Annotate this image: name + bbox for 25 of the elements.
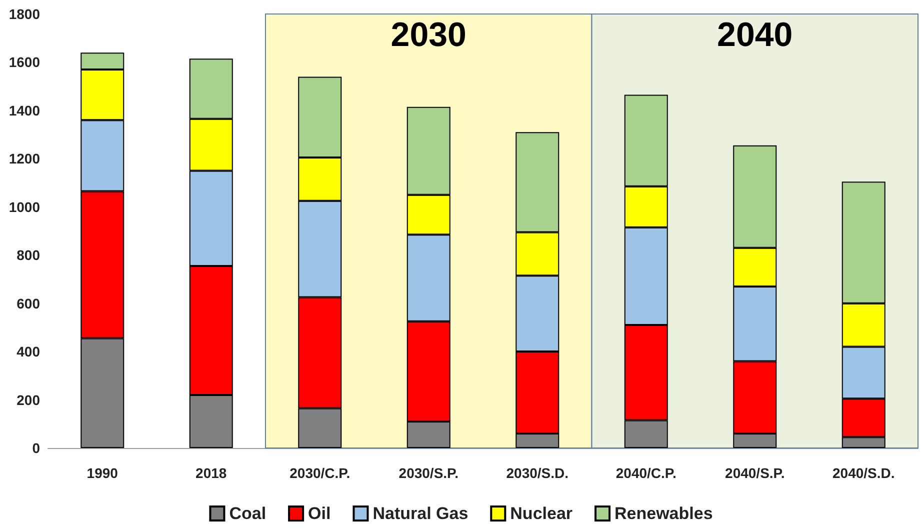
legend-label: Coal (229, 504, 266, 523)
x-tick-label: 2040/S.D. (832, 465, 895, 481)
legend-label: Renewables (614, 504, 713, 523)
band-label: 2040 (717, 16, 793, 54)
x-tick-label: 2018 (196, 465, 227, 481)
y-tick-label: 800 (16, 247, 40, 264)
x-tick-label: 2030/S.P. (398, 465, 458, 481)
x-tick-label: 2030/C.P. (290, 465, 350, 481)
legend-label: Oil (308, 504, 331, 523)
legend-label: Nuclear (510, 504, 573, 523)
band-label: 2030 (390, 16, 466, 54)
y-tick-label: 0 (32, 440, 40, 456)
y-tick-label: 1400 (8, 102, 40, 118)
y-tick-label: 1800 (8, 6, 40, 22)
x-tick-label: 2040/C.P. (616, 465, 676, 481)
y-tick-label: 400 (16, 344, 40, 360)
x-tick-label: 2040/S.P. (725, 465, 785, 481)
y-tick-label: 1200 (8, 150, 40, 167)
y-tick-label: 200 (16, 392, 40, 408)
x-tick-label: 1990 (86, 465, 118, 481)
y-tick-label: 600 (16, 295, 40, 312)
y-tick-label: 1000 (8, 198, 40, 215)
y-tick-label: 1600 (8, 54, 40, 70)
x-tick-label: 2030/S.D. (506, 465, 569, 481)
legend-label: Natural Gas (372, 504, 468, 523)
